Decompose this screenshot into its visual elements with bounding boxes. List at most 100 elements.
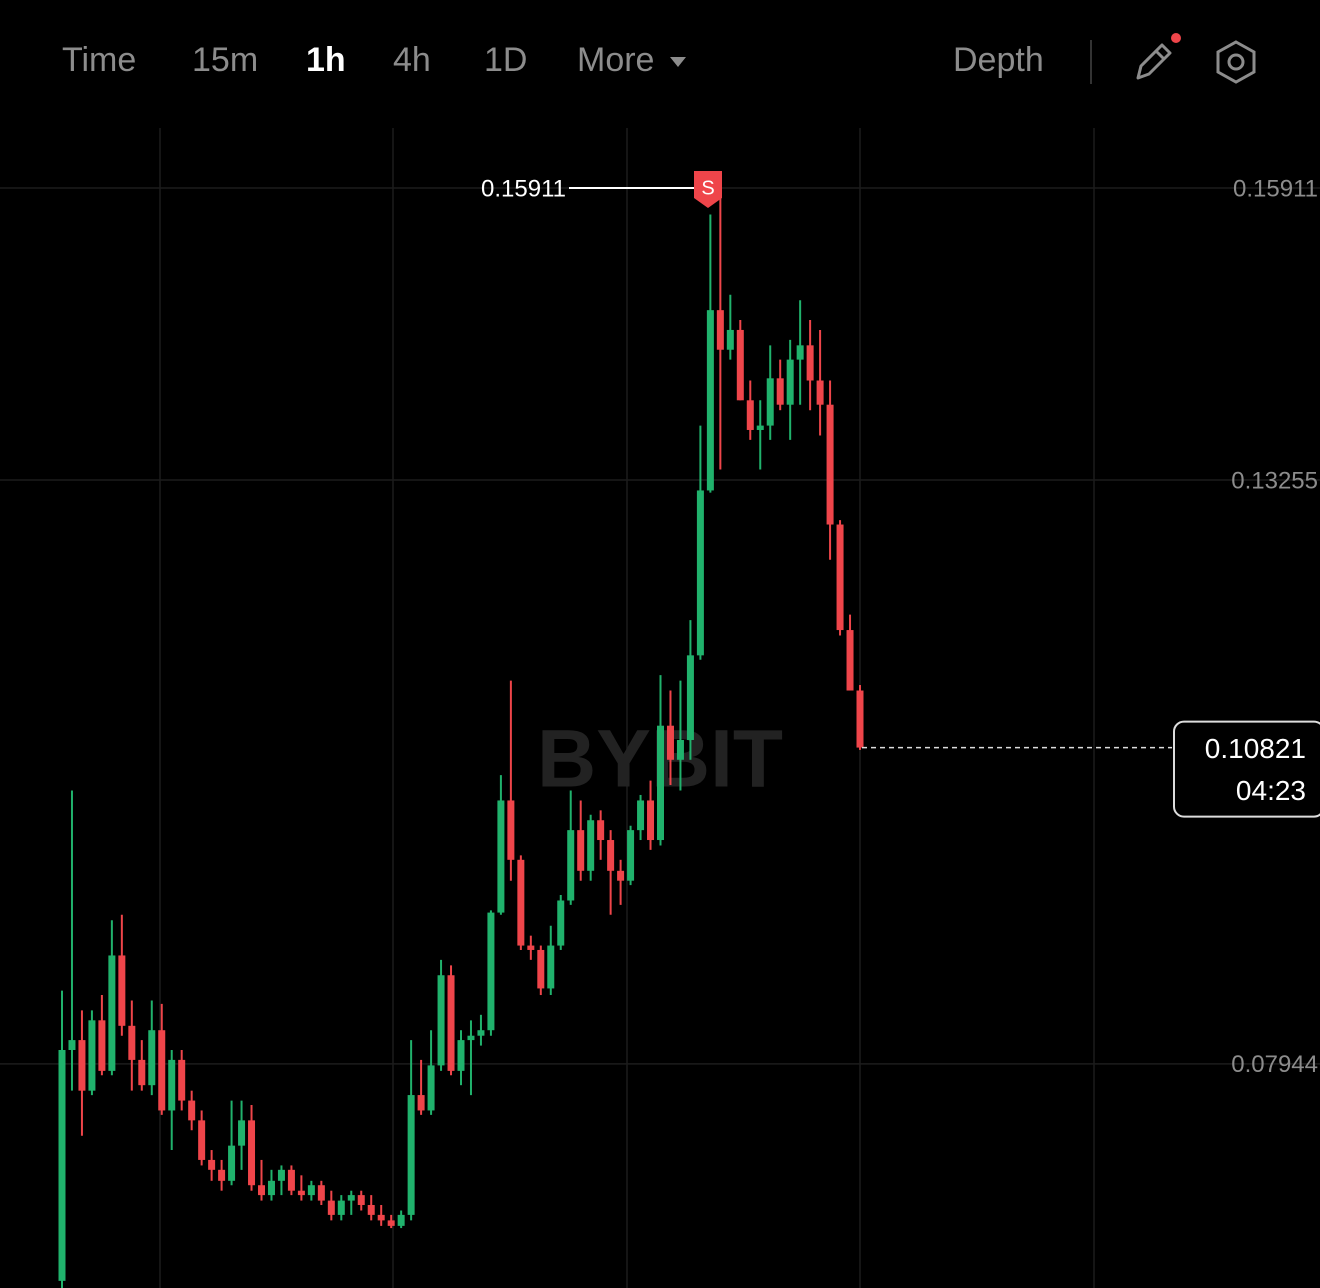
- sell-flag-label: S: [701, 177, 714, 199]
- candle-body: [487, 912, 495, 1031]
- gear-center: [1227, 53, 1245, 71]
- candle-body: [647, 800, 655, 841]
- overlay: 0.15911 S 0.10821 04:23: [481, 171, 1320, 818]
- candle-body: [736, 329, 744, 401]
- candle-body: [557, 900, 565, 946]
- candle-body: [657, 725, 664, 841]
- interval-tab[interactable]: 4h: [393, 41, 431, 79]
- y-tick-label: 0.13255: [1231, 467, 1318, 494]
- candle-body: [627, 830, 635, 881]
- candle-body: [228, 1145, 236, 1181]
- candle-body: [517, 859, 525, 946]
- candle-body: [357, 1195, 365, 1206]
- candle-body: [178, 1059, 186, 1101]
- interval-tab[interactable]: Time: [62, 41, 136, 79]
- candle-body: [387, 1220, 395, 1226]
- candle-body: [607, 840, 615, 871]
- countdown-label: 04:23: [1236, 775, 1306, 806]
- candle-body: [617, 870, 625, 881]
- candle-body: [746, 400, 754, 430]
- draw-tool[interactable]: [1136, 43, 1172, 80]
- candle-body: [806, 345, 814, 381]
- candle-body: [367, 1205, 375, 1215]
- candle-body: [726, 329, 734, 350]
- candle-body: [317, 1185, 325, 1201]
- notification-dot: [1171, 33, 1181, 43]
- candles: [58, 188, 864, 1288]
- dropdown-arrow: [670, 57, 686, 67]
- candle-body: [716, 310, 724, 350]
- candle-body: [597, 820, 605, 841]
- candle-body: [467, 1035, 475, 1041]
- candle-body: [457, 1040, 465, 1071]
- toolbar: Time 15m 1h 4h 1D More: [62, 41, 654, 79]
- candle-body: [786, 359, 794, 405]
- candle-body: [826, 404, 834, 525]
- candle-body: [856, 690, 864, 748]
- candle-body: [437, 975, 445, 1066]
- candle-body: [567, 830, 575, 901]
- candle-body: [218, 1169, 226, 1181]
- candle-body: [637, 800, 645, 831]
- y-tick-label: 0.15911: [1233, 175, 1318, 202]
- candle-body: [377, 1214, 385, 1221]
- candle-body: [158, 1030, 166, 1111]
- candle-body: [587, 820, 595, 871]
- candle-body: [347, 1195, 355, 1201]
- candle-body: [696, 490, 704, 656]
- candle-body: [238, 1120, 246, 1146]
- candle-body: [88, 1020, 96, 1091]
- candle-body: [397, 1214, 405, 1226]
- candle-body: [208, 1159, 216, 1170]
- candle-body: [407, 1095, 415, 1215]
- candle-body: [98, 1020, 106, 1071]
- candle-body: [427, 1065, 435, 1111]
- candle-body: [816, 380, 824, 405]
- candle-body: [267, 1180, 275, 1196]
- candle-body: [78, 1040, 86, 1091]
- gear-icon: [1216, 40, 1256, 84]
- candle-body: [477, 1030, 485, 1036]
- candle-body: [58, 1049, 66, 1281]
- candle-body: [447, 975, 455, 1071]
- candle-body: [577, 830, 585, 871]
- candle-body: [537, 949, 545, 989]
- candle-body: [297, 1190, 305, 1196]
- candle-body: [706, 310, 714, 491]
- candle-body: [277, 1169, 285, 1181]
- candle-body: [128, 1025, 136, 1060]
- candle-body: [676, 739, 684, 760]
- interval-tab[interactable]: More: [577, 41, 654, 79]
- last-price-box: [1173, 720, 1320, 818]
- candle-body: [846, 630, 854, 691]
- candle-body: [507, 800, 515, 860]
- interval-tab[interactable]: 1D: [484, 41, 527, 79]
- interval-tab[interactable]: 15m: [192, 41, 258, 79]
- candle-body: [168, 1059, 176, 1111]
- candle-body: [756, 425, 764, 430]
- candle-body: [248, 1120, 256, 1186]
- candle-body: [327, 1200, 335, 1215]
- pencil-icon: [1136, 43, 1172, 80]
- candle-body: [836, 524, 844, 631]
- settings[interactable]: [1216, 40, 1256, 84]
- candle-body: [118, 955, 126, 1026]
- depth-tab[interactable]: Depth: [953, 41, 1044, 79]
- candle-body: [108, 955, 116, 1071]
- interval-tab[interactable]: 1h: [306, 41, 346, 79]
- candle-body: [686, 655, 694, 740]
- candle-body: [796, 345, 804, 360]
- candle-body: [188, 1100, 196, 1121]
- candle-body: [417, 1095, 425, 1111]
- candle-body: [497, 800, 505, 913]
- candle-body: [258, 1185, 265, 1196]
- candle-body: [766, 378, 774, 426]
- sell-flag: [694, 171, 722, 209]
- candle-body: [527, 945, 535, 950]
- y-tick-label: 0.07944: [1231, 1051, 1318, 1078]
- candle-body: [666, 725, 674, 760]
- candle-body: [337, 1200, 345, 1215]
